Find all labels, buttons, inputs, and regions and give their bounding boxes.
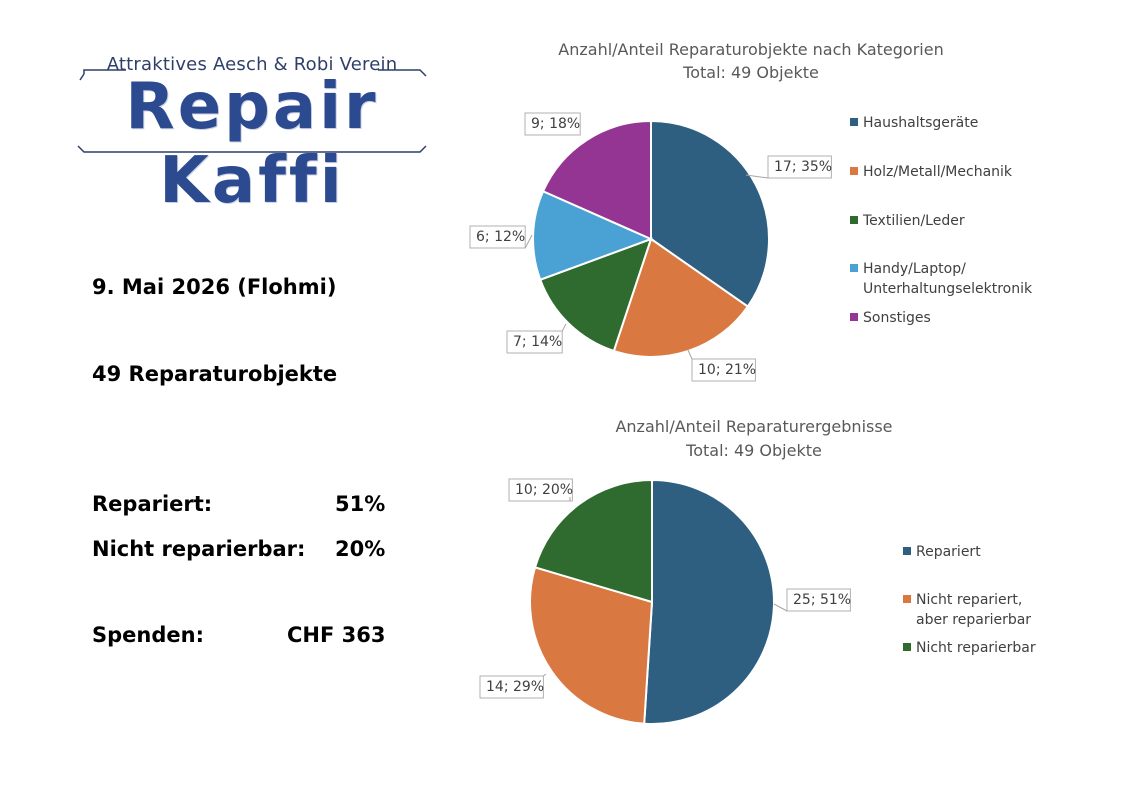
donations-label: Spenden: [92, 623, 204, 647]
leader-line [561, 323, 567, 332]
data-label-box [524, 112, 581, 136]
leader-line [745, 174, 769, 179]
donations-value: CHF 363 [287, 623, 386, 647]
legend-swatch [850, 118, 858, 126]
data-label: 7; 14% [513, 334, 562, 350]
legend-swatch [850, 313, 858, 321]
chart-subtitle: Total: 49 Objekte [682, 63, 819, 82]
leader-line [687, 349, 693, 360]
leader-line [773, 603, 788, 612]
repaired-label: Repariert: [92, 492, 213, 516]
data-label: 17; 35% [774, 159, 832, 175]
chart-subtitle: Total: 49 Objekte [685, 441, 822, 460]
chart-title: Anzahl/Anteil Reparaturobjekte nach Kate… [558, 40, 943, 59]
data-label-box [767, 155, 832, 179]
data-label-box [786, 588, 851, 612]
pie-slice [533, 478, 653, 604]
pie-slice [532, 189, 654, 282]
data-label-box [506, 330, 563, 354]
legend-entry: Repariert [916, 544, 981, 560]
legend-swatch [850, 167, 858, 175]
legend-entry: Sonstiges [863, 310, 931, 326]
logo-wordmark: Repair Kaffi [125, 70, 379, 218]
pie-slice [529, 566, 654, 725]
legend-swatch [850, 216, 858, 224]
leader-line [524, 234, 533, 249]
data-label: 14; 29% [486, 679, 544, 695]
pie-slice [541, 119, 652, 241]
data-label-box [508, 478, 573, 502]
pie-slice [650, 119, 770, 308]
data-label-box [691, 358, 756, 382]
legend-entry: Unterhaltungselektronik [863, 281, 1033, 297]
repaired-value: 51% [335, 492, 386, 516]
objects-count: 49 Reparaturobjekte [92, 362, 338, 386]
results-pie-chart: Anzahl/Anteil Reparaturergebnisse Total: … [479, 417, 1036, 725]
chart-title: Anzahl/Anteil Reparaturergebnisse [615, 417, 892, 436]
pie-slice [643, 478, 775, 725]
legend-entry: Handy/Laptop/ [863, 261, 966, 277]
legend-swatch [850, 264, 858, 272]
categories-pie-chart: Anzahl/Anteil Reparaturobjekte nach Kate… [469, 40, 1033, 382]
logo-frame [77, 69, 427, 153]
event-date: 9. Mai 2026 (Flohmi) [92, 275, 337, 299]
pie-slice [538, 237, 653, 353]
legend-swatch [903, 547, 911, 555]
legend-swatch [903, 643, 911, 651]
not-repairable-label: Nicht reparierbar: [92, 537, 306, 561]
repair-kaffi-logo: Attraktives Aesch & Robi Verein Repair K… [76, 52, 428, 218]
legend-entry: Textilien/Leder [862, 213, 965, 229]
legend-entry: Haushaltsgeräte [863, 115, 978, 131]
data-label: 10; 21% [698, 362, 756, 378]
legend-entry: Nicht reparierbar [916, 640, 1036, 656]
data-label: 9; 18% [531, 116, 580, 132]
legend-entry: Nicht repariert, [916, 592, 1022, 608]
legend-entry: aber reparierbar [916, 612, 1031, 628]
legend-swatch [903, 595, 911, 603]
not-repairable-value: 20% [335, 537, 386, 561]
leader-line [543, 673, 547, 677]
data-label-box [469, 225, 526, 249]
data-label: 6; 12% [476, 229, 525, 245]
data-label: 10; 20% [515, 482, 573, 498]
logo-tagline: Attraktives Aesch & Robi Verein [106, 54, 398, 75]
data-label-box [479, 675, 544, 699]
legend-entry: Holz/Metall/Mechanik [863, 164, 1013, 180]
data-label: 25; 51% [793, 592, 851, 608]
